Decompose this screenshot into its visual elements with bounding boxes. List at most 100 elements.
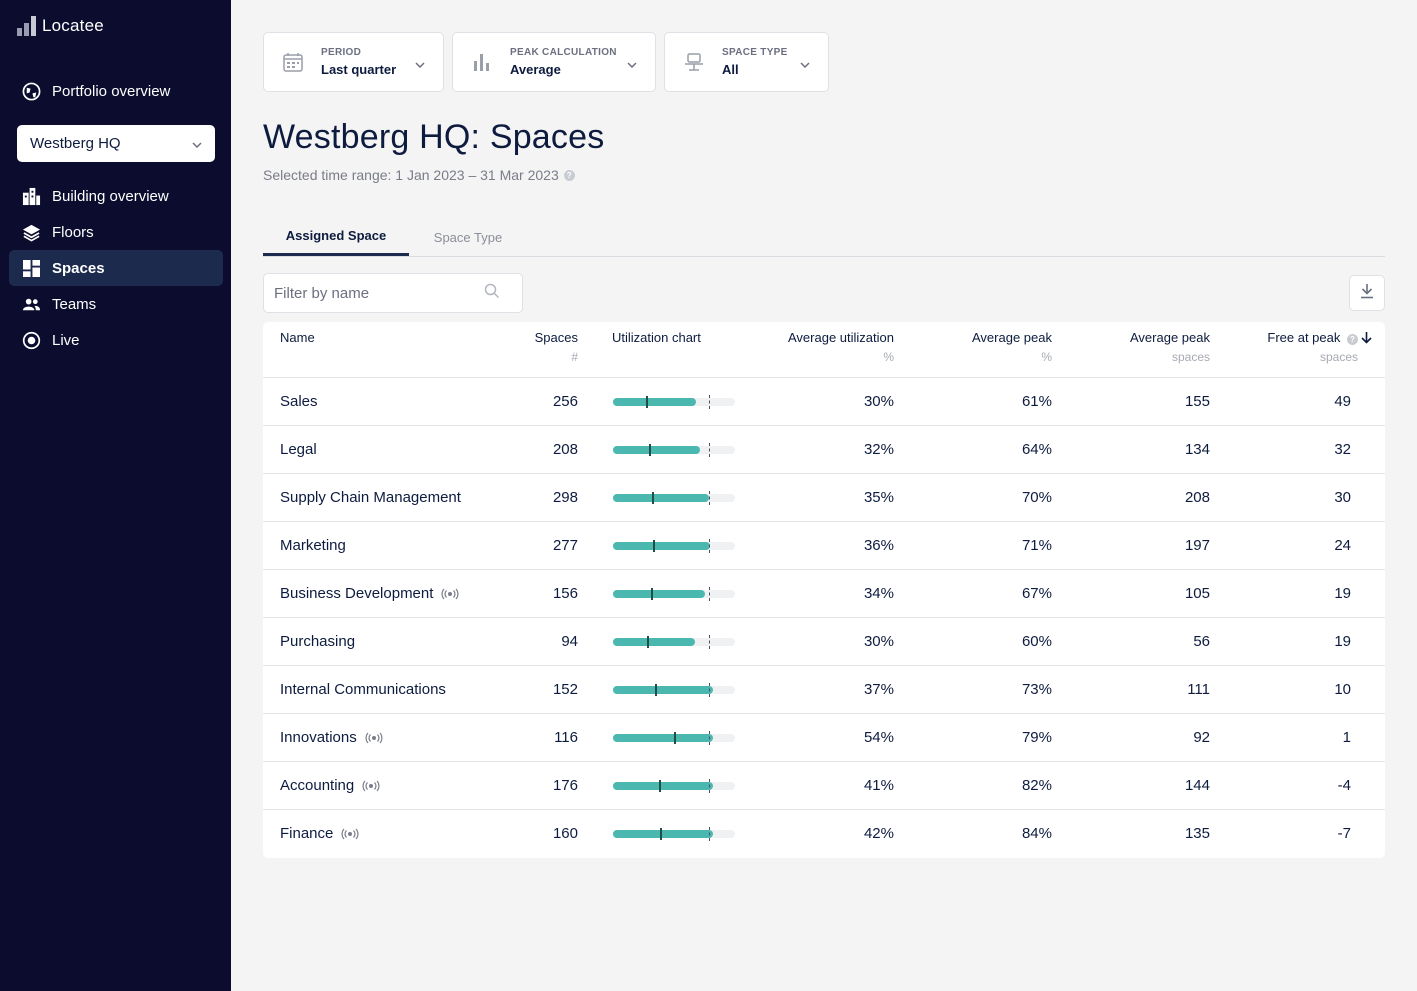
space-type-filter[interactable]: SPACE TYPE All: [664, 32, 829, 92]
row-average-peak-spaces: 197: [1184, 537, 1210, 554]
nav-portfolio-overview[interactable]: Portfolio overview: [9, 73, 223, 109]
people-icon: [22, 295, 41, 314]
period-caption: PERIOD: [321, 47, 362, 58]
nav-teams[interactable]: Teams: [9, 286, 223, 322]
col-utilization-chart: Utilization chart: [612, 330, 701, 345]
row-free-at-peak: 1: [1342, 729, 1351, 746]
period-filter[interactable]: PERIOD Last quarter: [263, 32, 444, 92]
nav-floors[interactable]: Floors: [9, 214, 223, 250]
calendar-icon: [281, 50, 305, 74]
table-row[interactable]: Finance 160 42% 84% 135 -7: [263, 810, 1385, 858]
col-average-utilization[interactable]: Average utilization%: [788, 330, 894, 364]
peak-calculation-filter[interactable]: PEAK CALCULATION Average: [452, 32, 656, 92]
utilization-bar: [613, 635, 735, 649]
table-row[interactable]: Internal Communications 152 37% 73% 111 10: [263, 666, 1385, 714]
tab-bar: Assigned Space Space Type: [263, 218, 1385, 257]
download-button[interactable]: [1349, 275, 1385, 311]
row-average-peak: 67%: [1021, 585, 1052, 602]
utilization-bar-peak: [613, 830, 713, 838]
live-dot-icon: [22, 331, 41, 350]
utilization-bar: [613, 539, 735, 553]
utilization-bar-average-marker: [655, 684, 657, 696]
help-icon[interactable]: ?: [563, 169, 575, 181]
download-icon: [1360, 283, 1374, 304]
bar-chart-icon: [470, 50, 494, 74]
table-row[interactable]: Business Development 156 34% 67% 105 19: [263, 570, 1385, 618]
tab-space-type[interactable]: Space Type: [433, 229, 503, 245]
logo-text: Locatee: [42, 16, 104, 35]
logo[interactable]: Locatee: [17, 16, 104, 36]
utilization-bar: [613, 827, 735, 841]
row-free-at-peak: 30: [1334, 489, 1351, 506]
col-free-at-peak[interactable]: Free at peak ? spaces: [1267, 330, 1372, 364]
help-icon[interactable]: ?: [1347, 334, 1358, 345]
period-value: Last quarter: [321, 62, 397, 77]
utilization-bar-capacity-marker: [709, 827, 710, 841]
row-name: Legal: [280, 441, 317, 458]
row-average-peak-spaces: 155: [1184, 393, 1210, 410]
nav-live[interactable]: Live: [9, 322, 223, 358]
utilization-bar-average-marker: [649, 444, 651, 456]
row-average-peak: 60%: [1021, 633, 1052, 650]
table-row[interactable]: Innovations 116 54% 79% 92 1: [263, 714, 1385, 762]
row-average-utilization: 30%: [863, 393, 894, 410]
search-icon: [484, 283, 500, 304]
time-range-text: Selected time range: 1 Jan 2023 – 31 Mar…: [263, 167, 559, 183]
utilization-bar-peak: [613, 782, 713, 790]
col-name[interactable]: Name: [280, 330, 315, 345]
building-select-value: Westberg HQ: [30, 135, 121, 152]
row-average-peak-spaces: 56: [1193, 633, 1210, 650]
nav-spaces[interactable]: Spaces: [9, 250, 223, 286]
sort-arrow-down-icon[interactable]: [1361, 331, 1372, 347]
row-average-peak-spaces: 105: [1184, 585, 1210, 602]
utilization-bar: [613, 731, 735, 745]
row-spaces: 156: [552, 585, 578, 602]
utilization-bar-peak: [613, 494, 709, 502]
utilization-bar-capacity-marker: [709, 683, 710, 697]
col-average-peak-spaces[interactable]: Average peak spaces: [1130, 330, 1210, 364]
nav-building-overview[interactable]: Building overview: [9, 178, 223, 214]
row-average-peak: 73%: [1021, 681, 1052, 698]
utilization-bar-peak: [613, 398, 696, 406]
utilization-bar-average-marker: [659, 780, 661, 792]
row-average-utilization: 42%: [863, 825, 894, 842]
live-sensor-icon: [365, 732, 383, 744]
row-average-peak: 82%: [1021, 777, 1052, 794]
row-name: Accounting: [280, 777, 380, 794]
building-select[interactable]: Westberg HQ: [17, 125, 215, 162]
sidebar: Locatee Portfolio overview Westberg HQ B…: [0, 0, 231, 991]
table-row[interactable]: Sales 256 30% 61% 155 49: [263, 378, 1385, 426]
row-average-peak: 64%: [1021, 441, 1052, 458]
row-average-peak: 61%: [1021, 393, 1052, 410]
row-average-peak: 84%: [1021, 825, 1052, 842]
utilization-bar-capacity-marker: [709, 779, 710, 793]
tab-assigned-space[interactable]: Assigned Space: [263, 218, 409, 256]
col-spaces[interactable]: Spaces #: [534, 330, 578, 364]
row-spaces: 208: [552, 441, 578, 458]
time-range-subtitle: Selected time range: 1 Jan 2023 – 31 Mar…: [263, 167, 575, 183]
utilization-bar-capacity-marker: [709, 443, 710, 457]
nav-label: Portfolio overview: [52, 82, 171, 100]
live-sensor-icon: [341, 828, 359, 840]
table-row[interactable]: Marketing 277 36% 71% 197 24: [263, 522, 1385, 570]
live-sensor-icon: [362, 780, 380, 792]
table-row[interactable]: Purchasing 94 30% 60% 56 19: [263, 618, 1385, 666]
row-name: Internal Communications: [280, 681, 446, 698]
table-row[interactable]: Supply Chain Management 298 35% 70% 208 30: [263, 474, 1385, 522]
nav-label: Floors: [52, 223, 94, 241]
chevron-down-icon: [415, 55, 425, 73]
row-spaces: 160: [552, 825, 578, 842]
row-average-utilization: 54%: [863, 729, 894, 746]
chevron-down-icon: [627, 55, 637, 73]
table-row[interactable]: Accounting 176 41% 82% 144 -4: [263, 762, 1385, 810]
search-input[interactable]: [274, 284, 484, 302]
utilization-bar-average-marker: [647, 636, 649, 648]
col-average-peak[interactable]: Average peak%: [972, 330, 1052, 364]
space-type-value: All: [722, 62, 739, 77]
table-row[interactable]: Legal 208 32% 64% 134 32: [263, 426, 1385, 474]
row-free-at-peak: 19: [1334, 633, 1351, 650]
utilization-bar-capacity-marker: [709, 731, 710, 745]
row-average-utilization: 36%: [863, 537, 894, 554]
row-spaces: 152: [552, 681, 578, 698]
row-average-utilization: 32%: [863, 441, 894, 458]
